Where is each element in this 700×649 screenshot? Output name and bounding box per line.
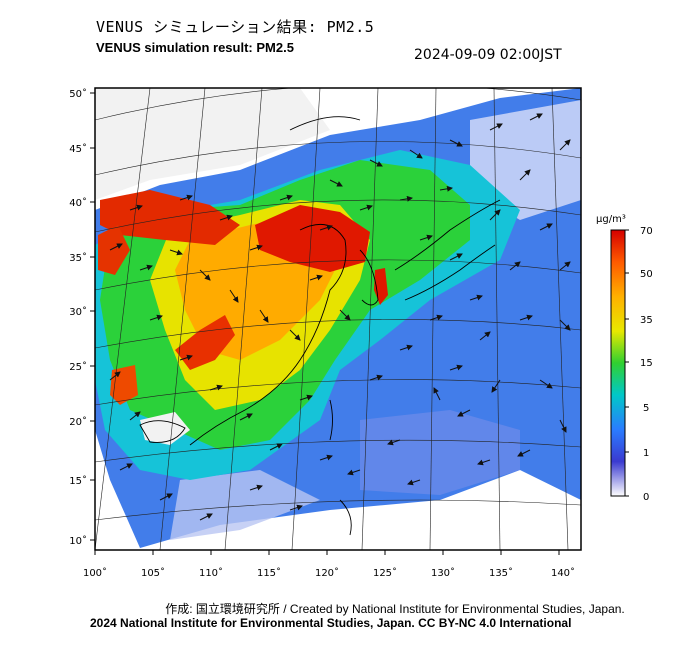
lat-tick-label: 45˚ xyxy=(69,143,87,155)
axis-ticks xyxy=(90,92,560,555)
colorbar-tick-label: 15 xyxy=(640,358,653,369)
lat-tick-label: 20˚ xyxy=(69,416,87,428)
colorbar-tick-label: 50 xyxy=(640,269,653,280)
lon-tick-label: 120˚ xyxy=(315,567,339,579)
title-english: VENUS simulation result: PM2.5 xyxy=(96,40,294,55)
colorbar-tick-label: 35 xyxy=(640,315,653,326)
colorbar-tick-label: 1 xyxy=(643,448,649,459)
lon-tick-label: 135˚ xyxy=(489,567,513,579)
lon-tick-label: 130˚ xyxy=(431,567,455,579)
lon-tick-label: 105˚ xyxy=(141,567,165,579)
wind-vectors xyxy=(109,113,571,521)
red-hotspot-north-china xyxy=(255,205,370,272)
red-hotspot-west-strip xyxy=(98,225,130,275)
coastlines xyxy=(139,116,501,536)
ocean-light-zone xyxy=(360,410,520,495)
lat-tick-label: 15˚ xyxy=(69,475,87,487)
lon-tick-label: 100˚ xyxy=(83,567,107,579)
pm25-field xyxy=(95,88,581,548)
lat-tick-label: 10˚ xyxy=(69,535,87,547)
colorbar-tick-label: 70 xyxy=(640,226,653,237)
title-japanese: VENUS シミュレーション結果: PM2.5 xyxy=(96,18,375,36)
white-land-patch-north xyxy=(95,88,330,200)
longitude-labels: 100˚ 105˚ 110˚ 115˚ 120˚ 125˚ 130˚ 135˚ … xyxy=(83,567,575,579)
copyright-line: 2024 National Institute for Environmenta… xyxy=(90,616,572,630)
lat-tick-label: 50˚ xyxy=(69,88,87,100)
credit-line: 作成: 国立環境研究所 / Created by National Instit… xyxy=(165,602,625,616)
timestamp: 2024-09-09 02:00JST xyxy=(414,47,562,63)
sea-south-light-zone xyxy=(170,470,320,540)
lon-tick-label: 140˚ xyxy=(551,567,575,579)
colorbar-tick-label: 0 xyxy=(643,492,649,503)
colorbar-unit: μg/m³ xyxy=(596,214,626,225)
lat-tick-label: 40˚ xyxy=(69,197,87,209)
lon-tick-label: 110˚ xyxy=(199,567,223,579)
lat-tick-label: 30˚ xyxy=(69,306,87,318)
colorbar-tick-label: 5 xyxy=(643,403,649,414)
map-frame xyxy=(94,87,582,551)
lat-tick-label: 25˚ xyxy=(69,361,87,373)
colorbar: μg/m³ 70 50 35 15 5 1 0 xyxy=(596,214,653,503)
graticule xyxy=(95,88,581,550)
colorbar-gradient xyxy=(610,229,626,497)
lat-tick-label: 35˚ xyxy=(69,252,87,264)
lon-tick-label: 125˚ xyxy=(373,567,397,579)
lon-tick-label: 115˚ xyxy=(257,567,281,579)
latitude-labels: 50˚ 45˚ 40˚ 35˚ 30˚ 25˚ 20˚ 15˚ 10˚ xyxy=(69,88,87,547)
